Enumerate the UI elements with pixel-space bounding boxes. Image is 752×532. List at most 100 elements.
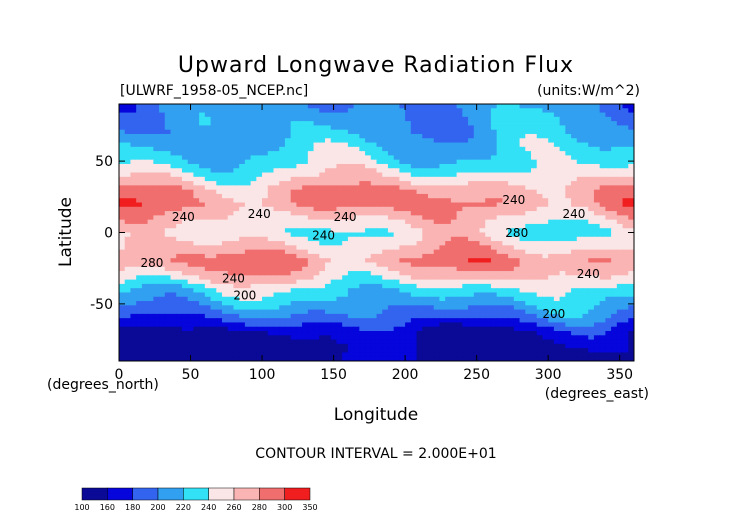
field-cell: [571, 241, 578, 246]
field-cell: [319, 155, 326, 161]
field-cell: [410, 253, 418, 259]
field-cell: [347, 133, 355, 139]
field-cell: [376, 146, 383, 152]
field-cell: [582, 249, 589, 255]
field-cell: [548, 215, 555, 221]
field-cell: [513, 322, 521, 328]
field-cell: [428, 116, 435, 122]
field-cell: [616, 151, 624, 156]
field-cell: [290, 155, 297, 161]
field-cell: [244, 185, 252, 191]
field-cell: [279, 155, 286, 161]
field-cell: [365, 313, 372, 319]
field-cell: [119, 146, 126, 152]
field-cell: [462, 322, 469, 328]
field-cell: [222, 219, 229, 225]
field-cell: [330, 129, 338, 135]
field-cell: [508, 305, 515, 311]
field-cell: [622, 331, 629, 336]
field-cell: [531, 253, 538, 259]
field-cell: [531, 211, 538, 216]
field-cell: [399, 296, 406, 302]
field-cell: [519, 232, 526, 238]
field-cell: [473, 292, 481, 298]
field-cell: [147, 223, 154, 229]
field-cell: [210, 176, 217, 182]
field-cell: [416, 215, 423, 221]
field-cell: [405, 185, 412, 191]
field-cell: [542, 305, 549, 311]
field-cell: [227, 159, 235, 165]
field-cell: [571, 335, 578, 341]
field-cell: [376, 249, 383, 255]
field-cell: [445, 108, 452, 114]
field-cell: [181, 236, 189, 242]
field-cell: [490, 296, 498, 302]
field-cell: [508, 253, 515, 259]
field-cell: [290, 249, 297, 255]
field-cell: [622, 219, 629, 225]
field-cell: [605, 185, 612, 191]
field-cell: [302, 313, 309, 319]
field-cell: [199, 116, 206, 122]
field-cell: [325, 172, 332, 178]
field-cell: [210, 275, 217, 281]
field-cell: [290, 193, 297, 199]
field-cell: [193, 275, 200, 281]
field-cell: [439, 296, 446, 302]
field-cell: [382, 125, 389, 131]
field-cell: [296, 262, 303, 268]
field-cell: [508, 249, 515, 255]
field-cell: [433, 104, 441, 109]
field-cell: [605, 163, 612, 169]
field-cell: [141, 176, 149, 182]
field-cell: [342, 279, 349, 285]
field-cell: [387, 121, 395, 127]
field-cell: [382, 108, 389, 114]
field-cell: [336, 112, 343, 118]
field-cell: [496, 108, 503, 114]
field-cell: [622, 232, 629, 238]
field-cell: [239, 322, 246, 328]
field-cell: [399, 228, 406, 234]
field-cell: [342, 301, 349, 306]
field-cell: [387, 172, 395, 178]
field-cell: [485, 138, 492, 144]
field-cell: [576, 206, 584, 212]
field-cell: [336, 116, 343, 122]
field-cell: [347, 172, 355, 178]
field-cell: [490, 292, 498, 298]
field-cell: [605, 228, 612, 234]
field-cell: [347, 163, 355, 169]
field-cell: [187, 301, 194, 306]
field-cell: [250, 138, 257, 144]
field-cell: [559, 223, 566, 229]
field-cell: [319, 129, 326, 135]
field-cell: [531, 305, 538, 311]
field-cell: [571, 258, 578, 264]
field-cell: [359, 241, 366, 246]
field-cell: [159, 241, 166, 246]
field-cell: [262, 313, 269, 319]
field-cell: [176, 155, 183, 161]
field-cell: [479, 146, 486, 152]
field-cell: [222, 125, 229, 131]
field-cell: [153, 138, 160, 144]
field-cell: [593, 318, 601, 324]
field-cell: [628, 241, 634, 246]
field-cell: [359, 288, 366, 294]
field-cell: [359, 146, 366, 152]
field-cell: [490, 271, 498, 276]
field-cell: [244, 116, 252, 122]
field-cell: [456, 121, 463, 127]
field-cell: [273, 309, 280, 315]
field-cell: [365, 305, 372, 311]
field-cell: [468, 146, 475, 152]
field-cell: [342, 296, 349, 302]
field-cell: [124, 181, 132, 186]
field-cell: [542, 258, 549, 264]
field-cell: [616, 309, 624, 315]
field-cell: [239, 331, 246, 336]
field-cell: [330, 163, 338, 169]
field-cell: [496, 232, 503, 238]
